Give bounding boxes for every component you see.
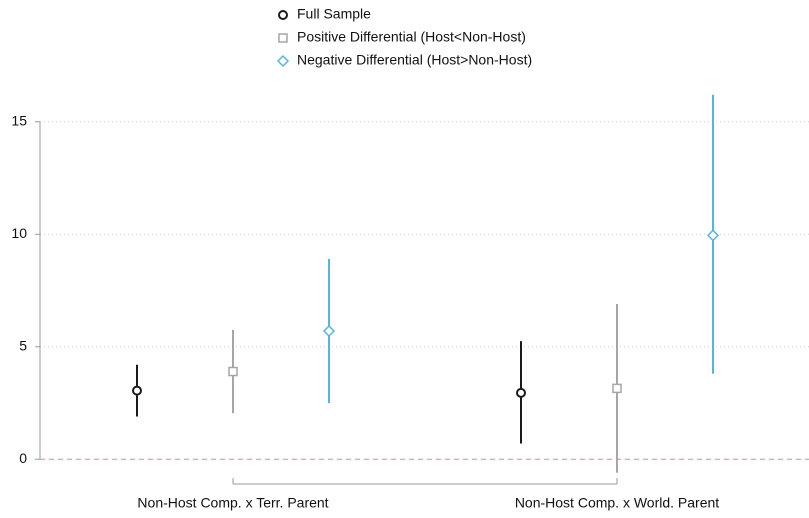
point bbox=[322, 324, 336, 338]
y-tick-label: 5 bbox=[19, 337, 27, 353]
legend-marker bbox=[276, 54, 290, 68]
x-tick-label: Non-Host Comp. x World. Parent bbox=[515, 495, 719, 511]
legend-marker bbox=[278, 10, 288, 20]
y-tick-label: 15 bbox=[11, 112, 27, 128]
point bbox=[612, 383, 622, 394]
legend-label: Full Sample bbox=[297, 6, 371, 22]
point bbox=[228, 366, 238, 377]
y-tick-label: 10 bbox=[11, 225, 27, 241]
point bbox=[132, 385, 142, 396]
legend-label: Negative Differential (Host>Non-Host) bbox=[297, 52, 532, 68]
legend-label: Positive Differential (Host<Non-Host) bbox=[297, 29, 526, 45]
y-tick-label: 0 bbox=[19, 450, 27, 466]
point bbox=[706, 229, 720, 242]
x-tick-label: Non-Host Comp. x Terr. Parent bbox=[137, 495, 328, 511]
point bbox=[516, 387, 526, 398]
legend-marker bbox=[278, 33, 288, 43]
